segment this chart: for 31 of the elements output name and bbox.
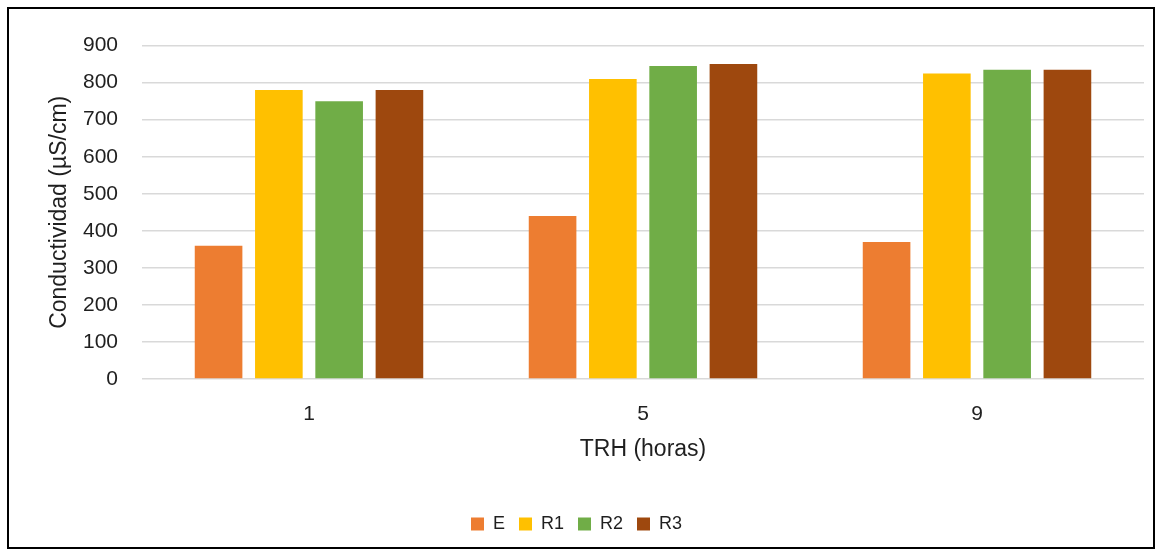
y-tick-label: 600	[82, 143, 118, 167]
legend-label: R1	[540, 512, 564, 533]
y-tick-label: 300	[82, 254, 118, 278]
bar	[589, 78, 637, 379]
bar	[923, 73, 971, 379]
y-tick-label: 900	[82, 32, 118, 56]
y-tick-label: 200	[82, 291, 118, 315]
bar	[194, 245, 243, 379]
legend-label: R2	[600, 512, 624, 533]
x-tick-label: 5	[637, 401, 649, 425]
bar	[649, 65, 697, 379]
bar	[255, 90, 303, 379]
y-tick-label: 800	[82, 69, 118, 93]
bar	[1043, 69, 1092, 379]
x-tick-label: 1	[303, 401, 315, 425]
bar	[709, 64, 758, 379]
x-tick-label: 9	[971, 401, 983, 425]
y-tick-label: 400	[82, 217, 118, 241]
bar	[528, 216, 577, 379]
bar	[315, 101, 363, 379]
bar	[375, 90, 424, 379]
bar	[983, 69, 1031, 379]
y-tick-label: 100	[82, 328, 118, 352]
legend-label: E	[492, 512, 505, 533]
legend-label: R3	[659, 512, 683, 533]
y-tick-label: 0	[106, 365, 118, 389]
bar	[862, 241, 911, 379]
y-axis-title: Conductividad (µS/cm)	[45, 95, 72, 329]
x-axis-title: TRH (horas)	[579, 434, 707, 461]
y-tick-label: 700	[82, 106, 118, 130]
y-tick-label: 500	[82, 180, 118, 204]
